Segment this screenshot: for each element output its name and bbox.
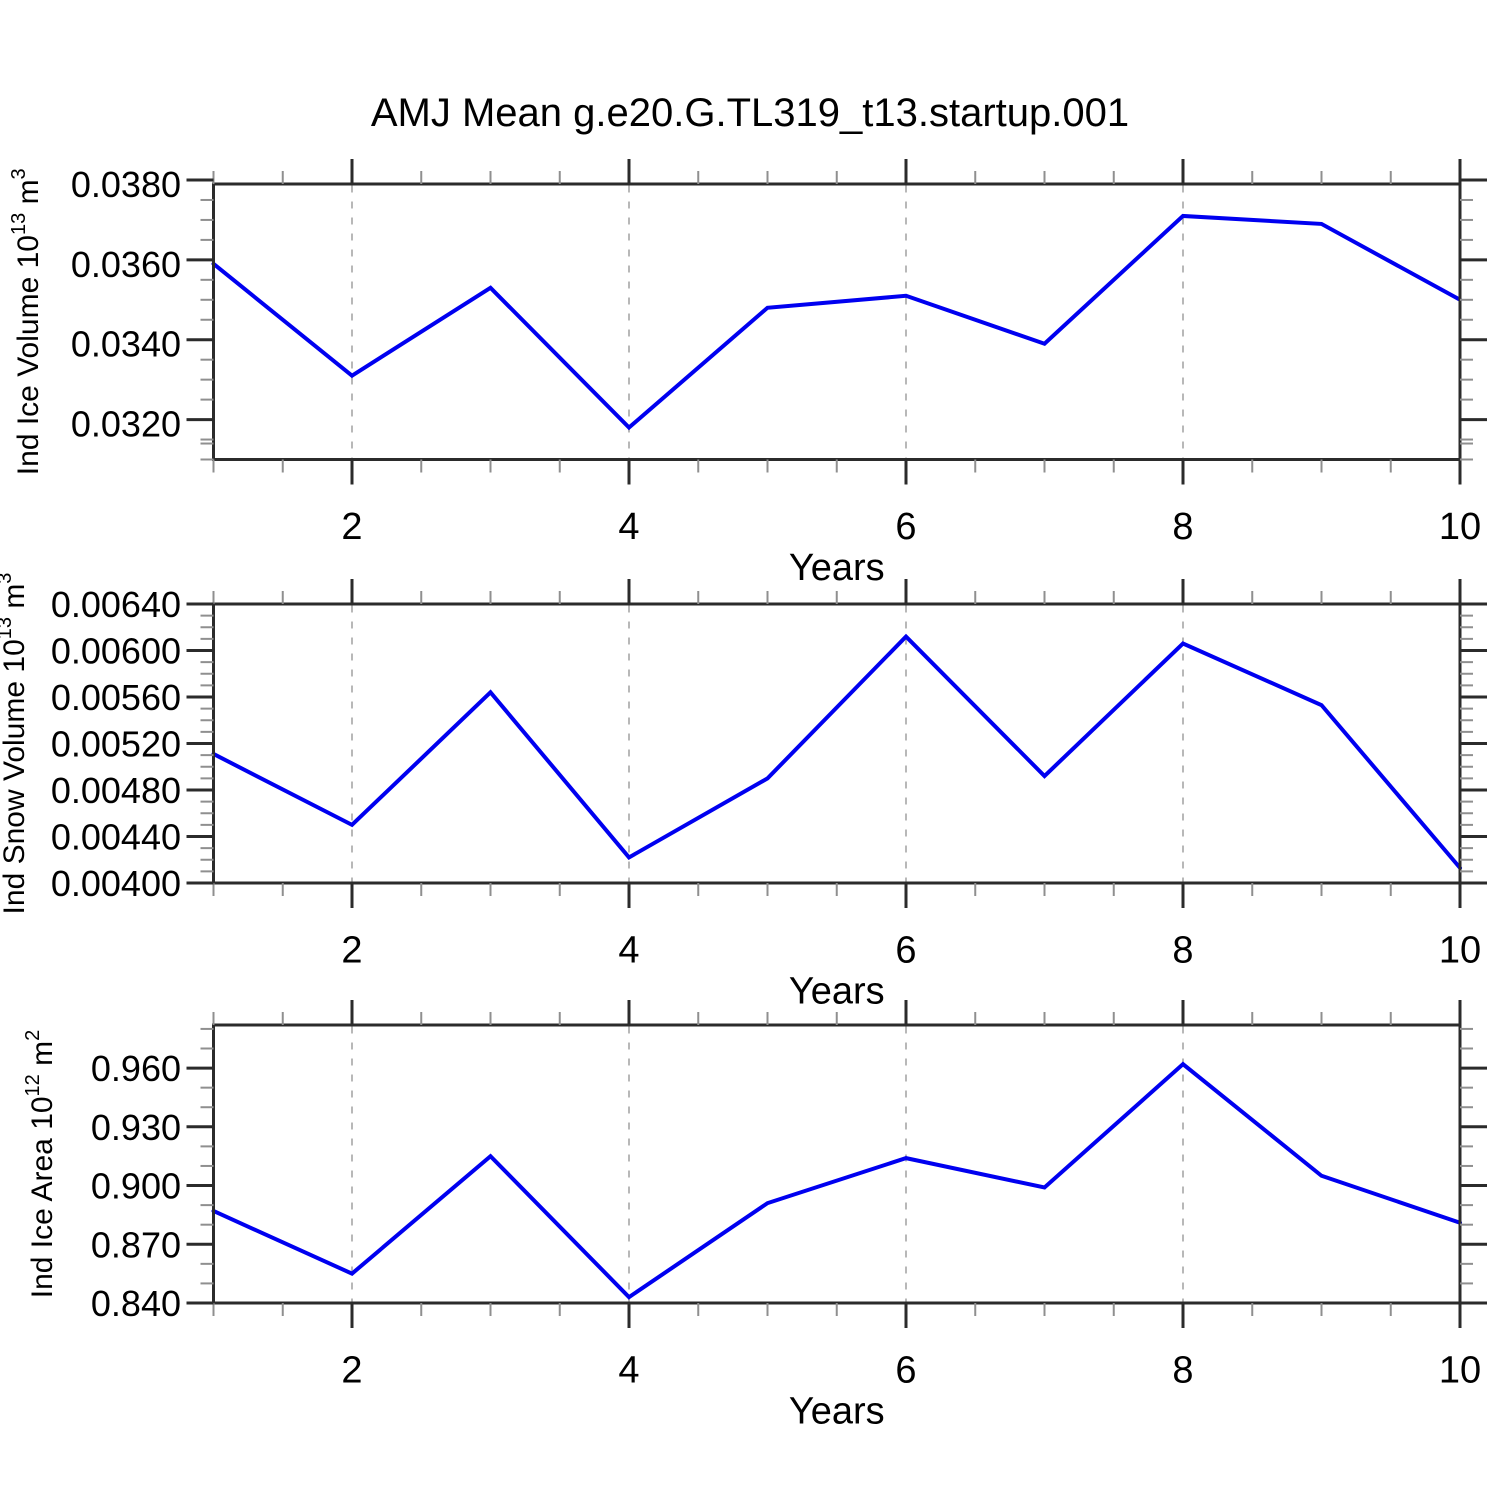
- chart-title: AMJ Mean g.e20.G.TL319_t13.startup.001: [370, 91, 1130, 135]
- x-tick-label: 2: [341, 930, 362, 972]
- x-axis-title: Years: [789, 971, 885, 1013]
- x-tick-label: 6: [895, 1350, 916, 1392]
- x-axis-title: Years: [789, 547, 885, 589]
- panel-frame: [212, 1023, 1462, 1305]
- y-axis-title: Ind Snow Volume 1013 m3: [0, 573, 31, 915]
- x-tick-label: 4: [618, 930, 639, 972]
- panel-1: 0.0320 0.0340 0.0360 0.0380 2 4 6 8 10 Years Ind I…: [8, 159, 1487, 589]
- series-line: [211, 213, 1462, 431]
- x-tick-label: 8: [1172, 930, 1193, 972]
- x-tick-label: 10: [1439, 1350, 1481, 1392]
- panel-2: 0.00400 0.00440 0.00480 0.00520 0.00560 0.006…: [0, 573, 1487, 1013]
- y-tick-label: 0.900: [91, 1166, 181, 1207]
- series-line: [211, 633, 1462, 870]
- x-tick-label: 6: [895, 506, 916, 548]
- x-tick-label: 2: [341, 1350, 362, 1392]
- y-tick-label: 0.960: [91, 1048, 181, 1089]
- y-tick-label: 0.00520: [51, 724, 181, 765]
- y-tick-label: 0.0340: [71, 324, 181, 365]
- y-tick-label: 0.870: [91, 1224, 181, 1265]
- panel-frame: [212, 602, 1462, 885]
- y-tick-label: 0.00640: [51, 584, 181, 625]
- y-tick-label: 0.0320: [71, 404, 181, 445]
- x-tick-label: 4: [618, 1350, 639, 1392]
- x-tick-label: 10: [1439, 930, 1481, 972]
- y-axis-title: Ind Ice Volume 1013 m3: [8, 168, 45, 475]
- x-axis-title: Years: [789, 1391, 885, 1433]
- y-tick-label: 0.840: [91, 1283, 181, 1324]
- y-tick-label: 0.00560: [51, 677, 181, 718]
- panel-3: 0.840 0.870 0.900 0.930 0.960 2 4 6 8 10 Years Ind …: [22, 1000, 1487, 1433]
- y-tick-label: 0.00400: [51, 863, 181, 904]
- y-tick-label: 0.930: [91, 1107, 181, 1148]
- y-tick-label: 0.0360: [71, 244, 181, 285]
- x-tick-label: 10: [1439, 506, 1481, 548]
- x-tick-label: 6: [895, 930, 916, 972]
- x-tick-label: 4: [618, 506, 639, 548]
- x-tick-label: 8: [1172, 506, 1193, 548]
- y-tick-label: 0.00440: [51, 817, 181, 858]
- series-line: [211, 1061, 1462, 1300]
- y-tick-label: 0.00600: [51, 631, 181, 672]
- y-axis-title: Ind Ice Area 1012 m2: [22, 1030, 59, 1299]
- y-tick-label: 0.00480: [51, 770, 181, 811]
- x-tick-label: 2: [341, 506, 362, 548]
- x-tick-label: 8: [1172, 1350, 1193, 1392]
- panel-frame: [212, 182, 1462, 461]
- y-tick-label: 0.0380: [71, 164, 181, 205]
